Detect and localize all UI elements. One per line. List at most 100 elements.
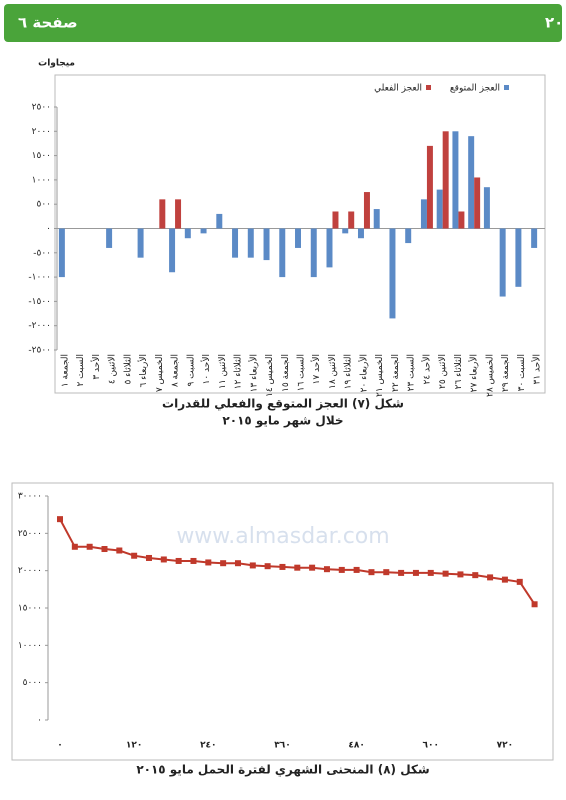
legend-swatch (504, 85, 509, 90)
bar (389, 228, 396, 319)
y-tick-label: ٠ (46, 224, 51, 234)
bar (332, 211, 339, 229)
y-tick-label: ٣٠٠٠٠ (18, 492, 42, 502)
y-tick-label: -٢٥٠٠ (28, 346, 51, 356)
x-tick-label: الجمعة ٢٢ (391, 354, 401, 392)
x-tick-label: ٢٤٠ (200, 741, 216, 751)
x-tick-label: الخميس ٧ (155, 354, 165, 392)
bar (106, 228, 113, 248)
x-tick-label: السبت ٢٣ (407, 354, 417, 391)
bar (357, 228, 364, 239)
point (442, 570, 449, 577)
bar (279, 228, 286, 278)
bar (442, 131, 449, 229)
point (220, 560, 227, 567)
point (309, 564, 316, 571)
point (116, 547, 123, 554)
bar (515, 228, 522, 287)
point (86, 543, 93, 550)
bar (137, 228, 144, 258)
bar (247, 228, 254, 258)
bar (310, 228, 317, 278)
bar (405, 228, 412, 244)
x-tick-label: الأحد ١٠ (200, 354, 212, 384)
x-tick-label: الخميس ٢٨ (485, 354, 495, 397)
bar (436, 189, 443, 229)
point (487, 574, 494, 581)
y-tick-label: ١٥٠٠٠ (18, 604, 42, 614)
y-tick-label: ٥٠٠٠ (23, 678, 42, 688)
x-tick-label: الأربعاء ٦ (137, 354, 149, 388)
chart-title: شكل (٨) المنحنى الشهري لفترة الحمل مايو … (136, 763, 429, 778)
bar (499, 228, 506, 297)
y-tick-label: -١٥٠٠ (28, 297, 51, 307)
x-tick-label: الاثنين ١١ (218, 354, 228, 389)
x-tick-label: الثلاثاء ١٢ (234, 354, 244, 389)
point (427, 569, 434, 576)
point (472, 572, 479, 579)
point (264, 563, 271, 570)
bar (452, 131, 459, 229)
x-tick-label: الأحد ٣١ (531, 354, 543, 384)
y-tick-label: ٢٥٠٠٠ (18, 529, 42, 539)
bar (373, 209, 380, 229)
x-tick-label: ٠ (57, 741, 63, 751)
x-tick-label: الجمعة ١ (60, 354, 70, 387)
x-tick-label: ٤٨٠ (348, 741, 364, 751)
x-tick-label: ٣٦٠ (274, 741, 290, 751)
point (279, 563, 286, 570)
bar (263, 228, 270, 261)
y-axis-title: ميجاوات (38, 59, 75, 69)
point (323, 566, 330, 573)
x-tick-label: الأحد ٢٤ (420, 354, 432, 384)
point (516, 578, 523, 585)
bar (426, 145, 433, 229)
x-tick-label: الاثنين ٤ (108, 354, 118, 384)
y-tick-label: ٢٠٠٠٠ (18, 566, 42, 576)
point (294, 564, 301, 571)
x-tick-label: الجمعة ٢٩ (501, 354, 511, 392)
point (234, 560, 241, 567)
y-tick-label: ٥٠٠ (36, 200, 51, 210)
point (501, 576, 508, 583)
point (190, 557, 197, 564)
bar (458, 211, 465, 229)
bar (159, 199, 166, 229)
point (175, 557, 182, 564)
x-tick-label: ٦٠٠ (423, 741, 439, 751)
bar (348, 211, 355, 229)
x-tick-label: السبت ٩ (186, 354, 196, 387)
y-tick-label: ٢٠٠٠ (32, 127, 51, 137)
x-tick-label: الاثنين ١٨ (328, 354, 338, 389)
x-tick-label: السبت ١٦ (297, 354, 307, 391)
chart-frame (11, 482, 554, 761)
y-tick-label: -١٠٠٠ (28, 273, 51, 283)
x-tick-label: ٧٢٠ (497, 741, 513, 751)
page-number: صفحة ٦ (18, 14, 78, 32)
point (398, 569, 405, 576)
x-tick-label: السبت ٣٠ (517, 354, 527, 391)
header-bar (4, 4, 562, 42)
x-tick-label: الخميس ١٤ (265, 354, 275, 397)
x-tick-label: الاثنين ٢٥ (438, 354, 448, 389)
bar (363, 192, 370, 229)
x-tick-label: الخميس ٢١ (375, 354, 385, 397)
point (131, 552, 138, 559)
bar (184, 228, 191, 239)
point (353, 566, 360, 573)
point (160, 556, 167, 563)
x-tick-label: الجمعة ٨ (171, 354, 181, 387)
x-tick-label: الأحد ١٧ (310, 354, 322, 384)
x-tick-label: الأربعاء ٢٠ (357, 354, 369, 392)
chart-title: شكل (٧) العجز المتوقع والفعلي للقدرات (162, 397, 404, 412)
point (205, 559, 212, 566)
bar (342, 228, 349, 234)
y-tick-label: ١٠٠٠ (32, 175, 51, 185)
x-tick-label: ١٢٠ (126, 741, 142, 751)
bar (232, 228, 239, 258)
point (412, 569, 419, 576)
bar (474, 177, 481, 229)
bar (216, 213, 223, 229)
bar (531, 228, 538, 248)
bar (58, 228, 65, 278)
